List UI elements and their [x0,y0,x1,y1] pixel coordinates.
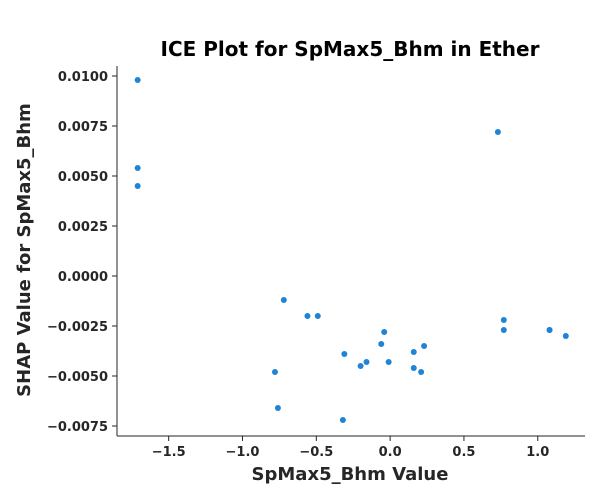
data-point [314,313,321,319]
x-tick-label: 0.0 [379,445,402,460]
x-tick-label: −1.5 [152,445,186,460]
data-point [304,313,311,319]
y-tick-label: −0.0075 [47,420,108,435]
data-point [562,333,569,339]
data-points [134,77,569,423]
data-point [274,405,281,411]
data-point [357,363,364,369]
data-point [363,359,370,365]
y-tick-label: 0.0075 [58,120,108,135]
x-axis-label: SpMax5_Bhm Value [252,464,449,485]
data-point [271,369,278,375]
data-point [418,369,425,375]
y-tick-label: −0.0025 [47,320,108,335]
plot-area: −1.5 −1.0 −0.5 0.0 0.5 1.0 −0.0075−0.0050−0.0… [47,66,585,460]
data-point [410,349,417,355]
data-point [341,351,348,357]
y-tick-label: 0.0100 [58,70,108,85]
data-point [421,343,428,349]
data-point [134,183,141,189]
y-tick-label: 0.0000 [58,270,108,285]
x-tick-label: −0.5 [299,445,333,460]
data-point [280,297,287,303]
data-point [385,359,392,365]
x-tick-label: −1.0 [226,445,260,460]
chart-title: ICE Plot for SpMax5_Bhm in Ether [161,37,540,61]
x-tick-label: 1.0 [526,445,549,460]
data-point [378,341,385,347]
data-point [339,417,346,423]
data-point [381,329,388,335]
data-point [546,327,553,333]
data-point [134,77,141,83]
y-tick-label: −0.0050 [47,370,108,385]
y-tick-label: 0.0025 [58,220,108,235]
data-point [500,327,507,333]
y-tick-label: 0.0050 [58,170,108,185]
data-point [494,129,501,135]
x-axis-ticks: −1.5 −1.0 −0.5 0.0 0.5 1.0 [152,436,549,460]
data-point [500,317,507,323]
x-tick-label: 0.5 [452,445,475,460]
data-point [134,165,141,171]
y-axis-ticks: −0.0075 −0.0050 −0.0025 0.0000 0.0025 0.0050 0… [47,70,117,435]
y-axis-label: SHAP Value for SpMax5_Bhm [14,103,35,397]
data-point [410,365,417,371]
